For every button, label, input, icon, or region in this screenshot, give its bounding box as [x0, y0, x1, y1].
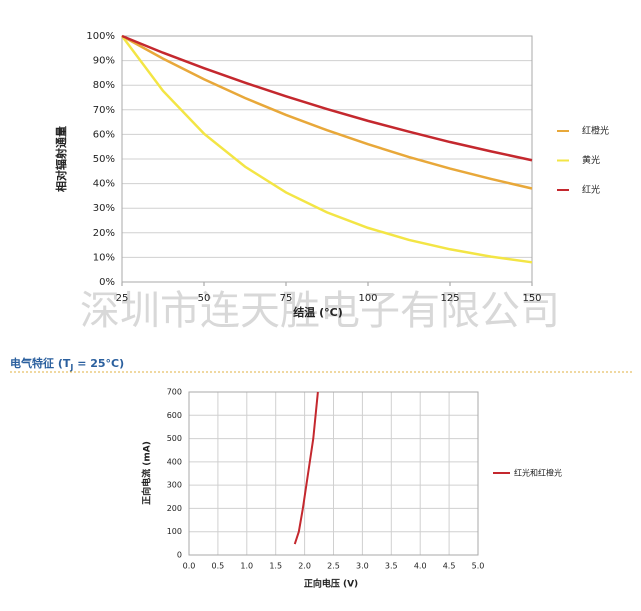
x-tick-label: 0.5 [212, 562, 225, 571]
watermark: 深圳市连天胜电子有限公司 [80, 288, 560, 334]
series-line [121, 34, 533, 190]
legend-label: 红橙光 [582, 125, 609, 137]
x-tick-label: 1.0 [240, 562, 253, 571]
x-tick-label: 1.5 [269, 562, 282, 571]
section-title-text: 电气特征 (T [10, 356, 71, 370]
x-tick-label: 4.0 [414, 562, 427, 571]
section-title: 电气特征 (TJ = 25°C) [10, 356, 124, 372]
y-tick-label: 30% [93, 203, 115, 214]
y-tick-label: 70% [93, 105, 115, 116]
plot-frame [188, 391, 479, 556]
y-tick-label: 50% [93, 154, 115, 165]
x-tick-label: 2.0 [298, 562, 311, 571]
y-tick-label: 100% [86, 31, 115, 42]
y-tick-label: 400 [167, 457, 182, 466]
y-tick-label: 0 [177, 551, 182, 560]
y-tick-label: 80% [93, 80, 115, 91]
y-tick-label: 700 [167, 388, 182, 397]
section-title-text: = 25°C) [73, 357, 124, 370]
y-tick-label: 0% [99, 277, 115, 288]
y-tick-label: 40% [93, 179, 115, 190]
x-tick-label: 3.5 [385, 562, 398, 571]
x-tick-label: 25 [116, 293, 129, 304]
y-tick-label: 600 [167, 411, 182, 420]
y-tick-label: 100 [167, 527, 182, 536]
y-tick-label: 500 [167, 434, 182, 443]
y-tick-label: 200 [167, 504, 182, 513]
y-tick-label: 300 [167, 481, 182, 490]
section-title-sub: J [69, 363, 73, 372]
x-tick-label: 125 [440, 293, 459, 304]
y-tick-label: 60% [93, 129, 115, 140]
x-tick-label: 100 [358, 293, 377, 304]
legend-label: 红光和红橙光 [514, 468, 562, 478]
y-tick-label: 90% [93, 56, 115, 67]
x-tick-label: 3.0 [356, 562, 369, 571]
x-axis-label: 正向电压 (V) [304, 578, 358, 590]
series-line [293, 391, 319, 545]
y-axis-label: 相对辐射通量 [54, 126, 68, 192]
y-axis-label: 正向电流 (mA) [141, 441, 153, 505]
x-tick-label: 50 [198, 293, 211, 304]
series-line [120, 35, 533, 264]
y-tick-label: 20% [93, 228, 115, 239]
x-tick-label: 0.0 [183, 562, 196, 571]
x-tick-label: 75 [280, 293, 293, 304]
x-axis-label: 结温 (°C) [292, 305, 342, 319]
x-tick-label: 5.0 [472, 562, 485, 571]
x-tick-label: 150 [522, 293, 541, 304]
x-tick-label: 4.5 [443, 562, 456, 571]
legend-label: 黄光 [582, 154, 600, 166]
y-tick-label: 10% [93, 252, 115, 263]
legend-label: 红光 [582, 184, 600, 196]
series-line [121, 34, 533, 162]
x-tick-label: 2.5 [327, 562, 340, 571]
